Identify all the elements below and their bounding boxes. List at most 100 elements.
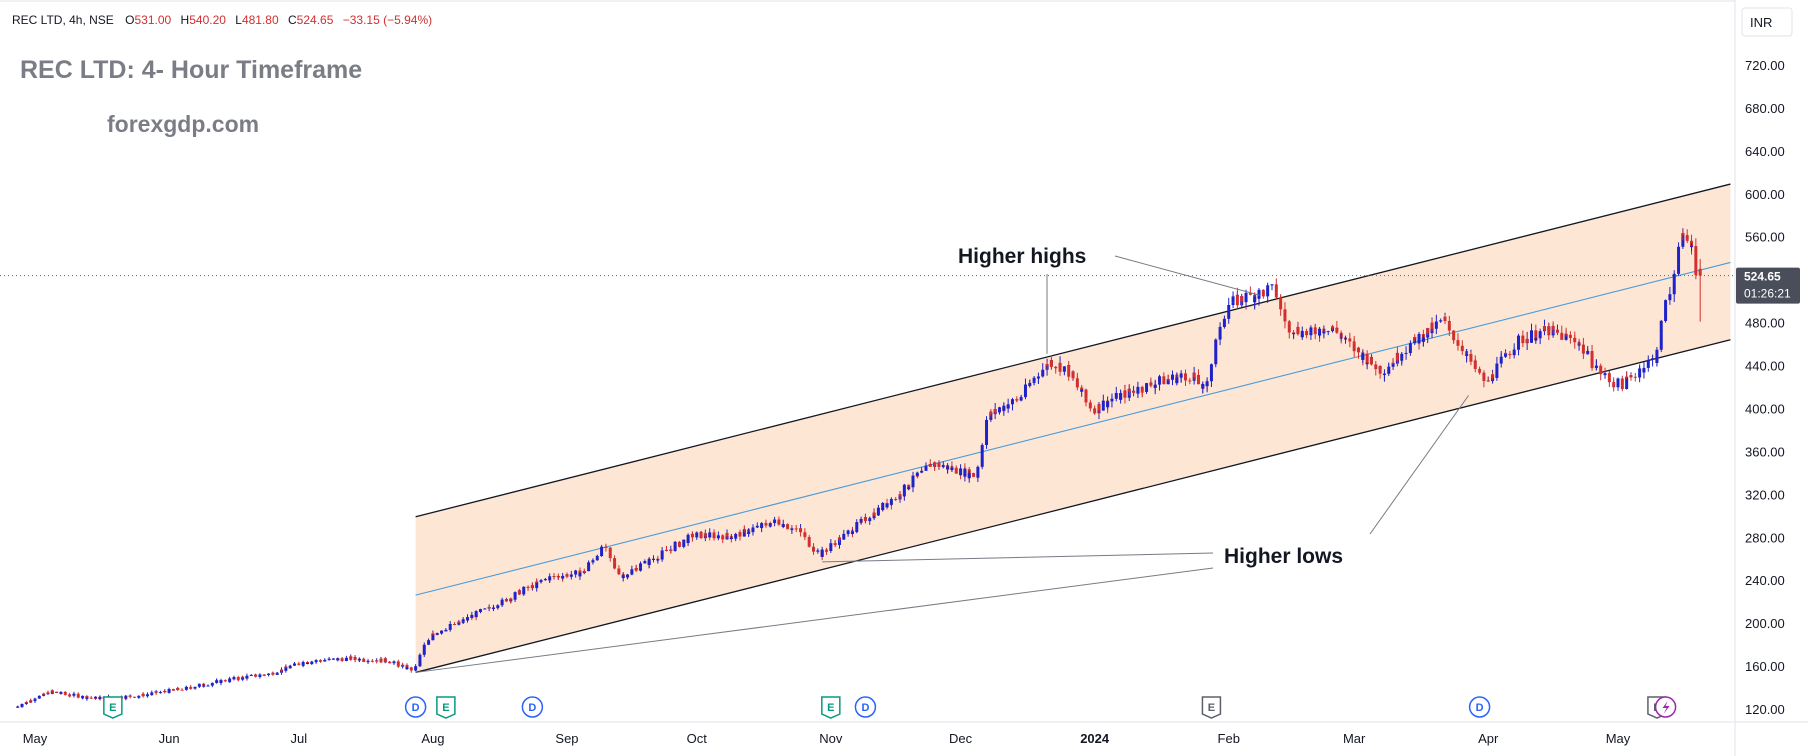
candle: [85, 697, 89, 701]
candle-body: [1071, 371, 1075, 379]
price-tick-label: 440.00: [1745, 359, 1785, 374]
candle-body: [1356, 347, 1360, 353]
candle: [470, 611, 474, 618]
candle: [1140, 388, 1144, 398]
candle-body: [366, 660, 370, 662]
candle-body: [448, 624, 452, 627]
candle-body: [742, 529, 746, 537]
candle-body: [1054, 367, 1058, 369]
candle-body: [812, 549, 816, 552]
open-value: 531.00: [135, 13, 172, 27]
candle-body: [500, 599, 504, 606]
candle: [370, 658, 374, 663]
high-value: 540.20: [189, 13, 226, 27]
candle-body: [189, 687, 193, 689]
candle-body: [894, 499, 898, 501]
candle: [1638, 364, 1642, 375]
candle-body: [1469, 354, 1473, 362]
candle: [976, 465, 980, 482]
candle-body: [1192, 372, 1196, 378]
candle-body: [461, 619, 465, 622]
candle: [712, 531, 716, 541]
candle: [1283, 311, 1287, 329]
candle-body: [150, 692, 154, 695]
candle-body: [46, 692, 50, 694]
candle-body: [383, 658, 387, 662]
candle-body: [1088, 402, 1092, 409]
candle-body: [1577, 344, 1581, 346]
channel-lower-line[interactable]: [415, 339, 1731, 674]
candle: [920, 467, 924, 474]
candle-body: [1266, 287, 1270, 297]
candle: [176, 687, 180, 692]
candle: [950, 465, 954, 472]
candle-body: [1542, 326, 1546, 331]
candle: [20, 703, 24, 708]
candle-body: [1300, 331, 1304, 338]
candle: [500, 597, 504, 608]
earnings-icon: [103, 696, 123, 719]
dividend-marker[interactable]: D: [521, 696, 544, 718]
candle: [249, 673, 253, 676]
candle: [708, 528, 712, 538]
candle: [128, 695, 132, 699]
change-value: −33.15 (−5.94%): [343, 13, 432, 27]
candle: [1175, 372, 1179, 386]
candle-body: [1625, 376, 1629, 389]
candle-body: [1568, 334, 1572, 338]
price-tag-countdown: 01:26:21: [1744, 287, 1791, 301]
dividend-marker[interactable]: D: [854, 696, 877, 718]
candle-body: [1292, 333, 1296, 335]
candle-body: [1119, 393, 1123, 400]
candle: [1036, 372, 1040, 384]
candle-body: [422, 644, 426, 651]
candle-body: [288, 665, 292, 668]
candle-body: [621, 575, 625, 578]
candle: [496, 604, 500, 609]
price-axis[interactable]: 120.00 160.00 200.00 240.00 280.00 320.00 360.…: [1745, 58, 1785, 717]
candle-body: [232, 677, 236, 679]
currency-button[interactable]: [1741, 7, 1793, 37]
candle: [1538, 328, 1542, 345]
time-tick-label: Aug: [421, 731, 444, 746]
earnings-marker[interactable]: E: [103, 696, 123, 719]
candle-body: [1253, 296, 1257, 303]
candle: [379, 658, 383, 664]
candle: [267, 673, 271, 677]
candle-body: [574, 570, 578, 572]
candle: [1322, 325, 1326, 339]
candle: [699, 531, 703, 539]
candle: [228, 676, 232, 682]
candle: [357, 657, 361, 663]
channel-mid-line[interactable]: [415, 261, 1731, 596]
candle: [1378, 365, 1382, 379]
candle-body: [1555, 329, 1559, 333]
split-marker[interactable]: [1654, 696, 1677, 718]
candle: [1439, 320, 1443, 322]
candle: [530, 582, 534, 590]
candle-body: [747, 532, 751, 534]
earnings-marker[interactable]: E: [436, 696, 456, 719]
candle-body: [574, 571, 578, 575]
candle-body: [1504, 352, 1508, 354]
dividend-marker[interactable]: D: [404, 696, 427, 718]
candle-body: [548, 576, 552, 581]
price-tick-label: 640.00: [1745, 144, 1785, 159]
candle: [280, 669, 284, 673]
price-tick-label: 120.00: [1745, 702, 1785, 717]
candle-body: [998, 407, 1002, 410]
channel-upper-line[interactable]: [415, 183, 1731, 518]
time-axis[interactable]: May Jun Jul Aug Sep Oct Nov Dec 2024 Feb Mar Apr May: [23, 731, 1631, 746]
earnings-marker[interactable]: E: [1201, 696, 1222, 719]
candle-body: [491, 607, 495, 609]
candle: [440, 630, 444, 635]
candle: [1478, 368, 1482, 375]
candle: [1179, 370, 1183, 382]
earnings-marker[interactable]: E: [821, 696, 841, 719]
price-tick-label: 480.00: [1745, 316, 1785, 331]
dividend-marker[interactable]: D: [1468, 696, 1491, 718]
candle-body: [677, 541, 681, 547]
candle: [1547, 323, 1551, 341]
earnings-icon: [436, 696, 456, 719]
